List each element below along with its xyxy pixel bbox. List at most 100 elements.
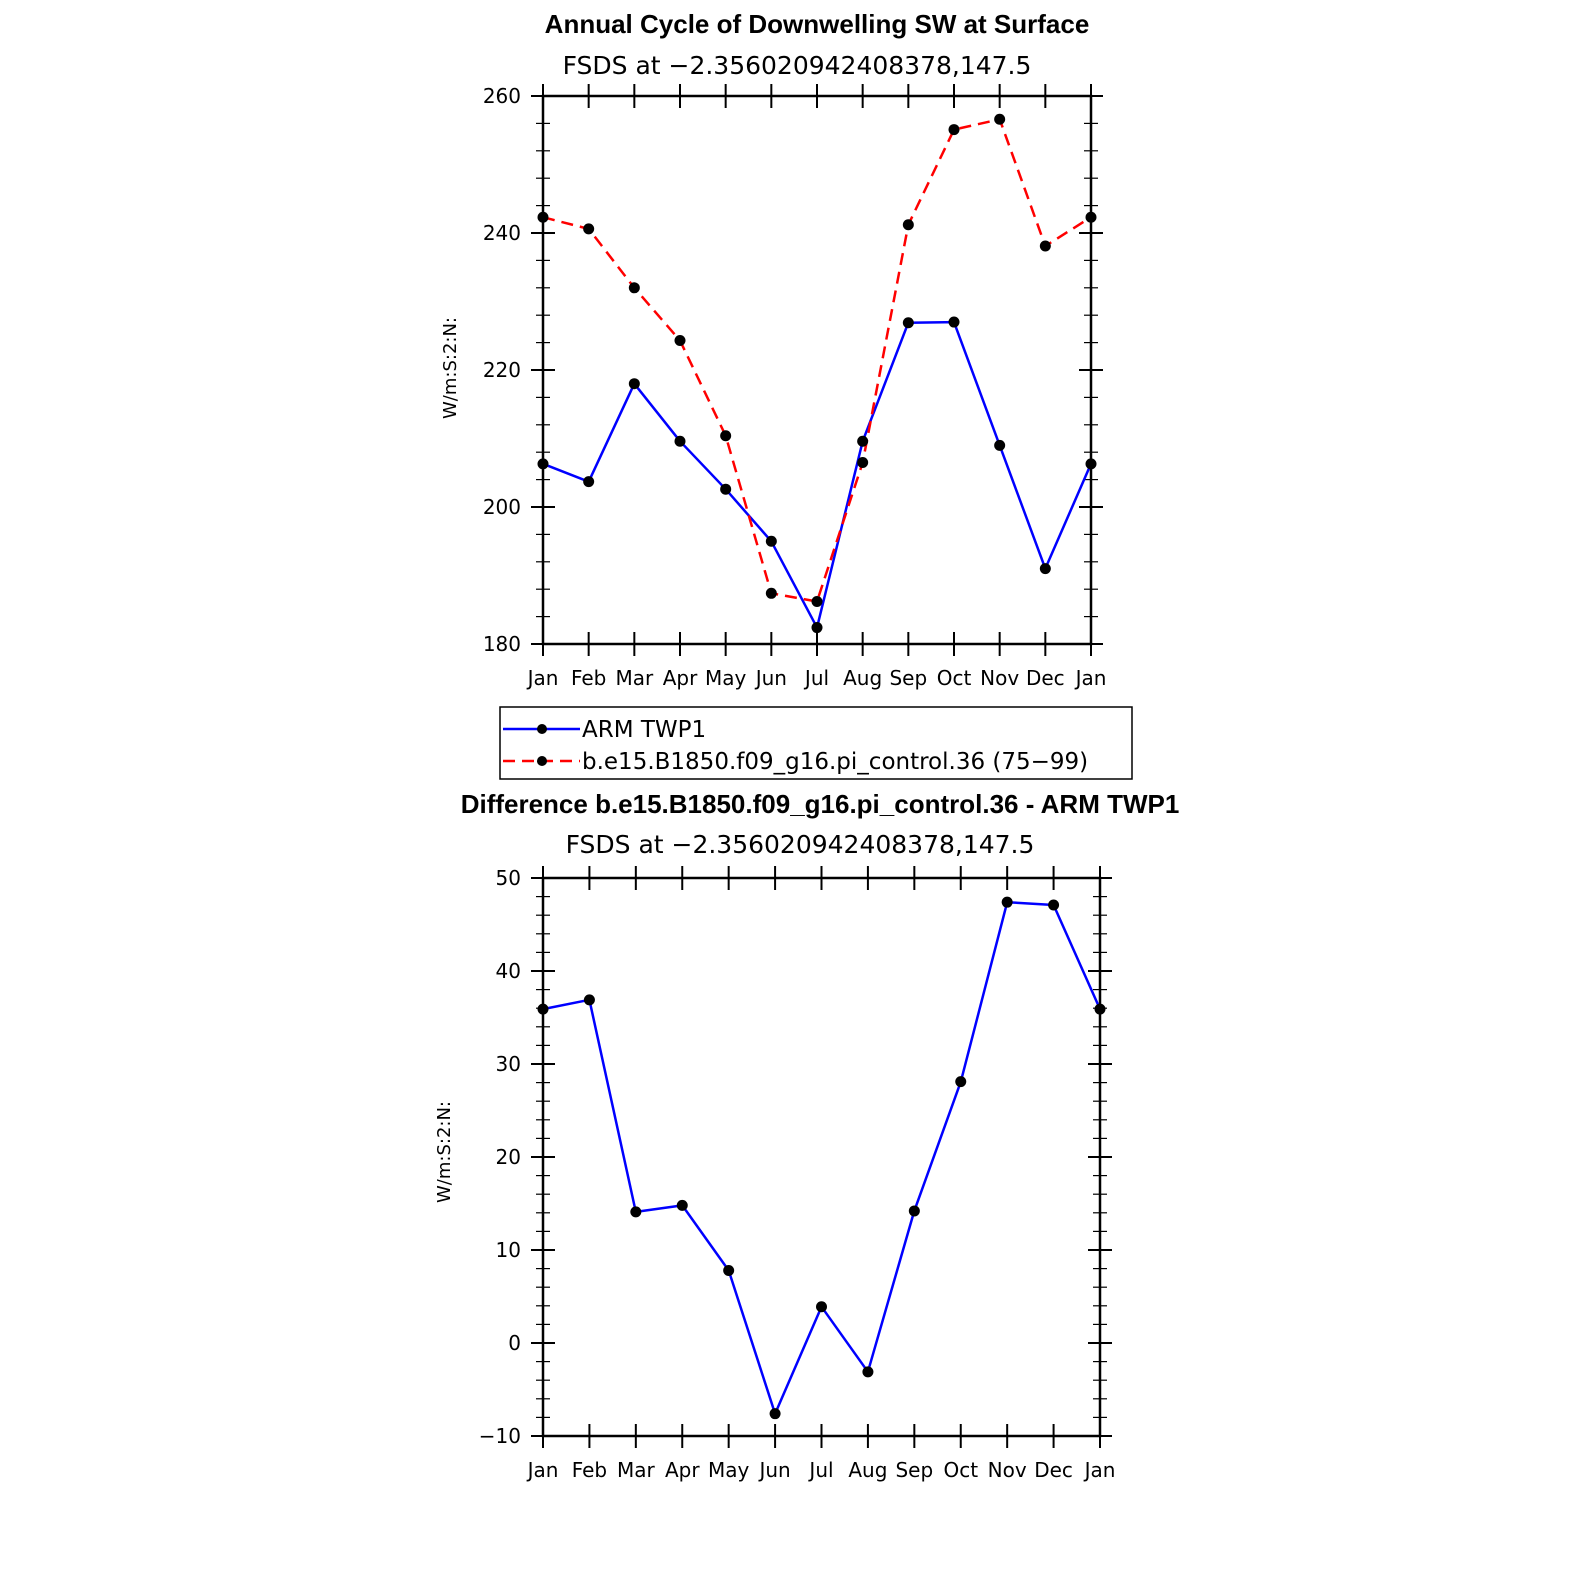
x-tick-label: Jun — [754, 666, 787, 690]
legend-box — [499, 706, 1133, 780]
data-point — [720, 483, 732, 495]
data-point — [948, 316, 960, 328]
y-tick-label: 50 — [496, 866, 521, 890]
data-point — [862, 1366, 874, 1378]
chart-subtitle: FSDS at −2.356020942408378,147.5 — [566, 830, 1035, 859]
x-tick-label: Mar — [615, 666, 654, 690]
y-tick-label: 260 — [483, 84, 521, 108]
x-tick-label: Apr — [663, 666, 698, 690]
data-point — [816, 1301, 827, 1313]
x-tick-label: Sep — [889, 666, 927, 690]
data-point — [955, 1076, 967, 1088]
x-tick-label: Feb — [571, 666, 606, 690]
data-point — [902, 219, 914, 231]
data-point — [1048, 899, 1060, 911]
x-tick-label: Jan — [1083, 1458, 1116, 1482]
data-point — [902, 317, 914, 329]
x-tick-label: Aug — [843, 666, 882, 690]
x-tick-label: Feb — [572, 1458, 607, 1482]
plot-frame — [541, 876, 1102, 1438]
y-axis-label: W/m:S:2:N: — [440, 317, 461, 419]
data-point — [769, 1408, 781, 1420]
x-tick-label: Dec — [1034, 1458, 1073, 1482]
series-line — [542, 900, 1102, 1415]
y-axis-label: W/m:S:2:N: — [434, 1101, 455, 1203]
data-point — [630, 1206, 642, 1218]
data-point — [1001, 896, 1013, 908]
x-tick-label: Apr — [665, 1458, 700, 1482]
data-point — [537, 1003, 549, 1015]
difference-panel: Difference b.e15.B1850.f09_g16.pi_contro… — [434, 789, 1179, 1482]
y-tick-label: 200 — [483, 495, 521, 519]
x-tick-label: Aug — [848, 1458, 887, 1482]
x-tick-label: Sep — [895, 1458, 933, 1482]
y-tick-label: 20 — [496, 1145, 521, 1169]
data-point — [723, 1264, 735, 1276]
y-tick-label: 40 — [496, 959, 521, 983]
series-line — [542, 320, 1093, 629]
legend-marker — [537, 756, 547, 766]
chart-subtitle: FSDS at −2.356020942408378,147.5 — [563, 51, 1032, 80]
data-point — [676, 1199, 688, 1211]
data-point — [857, 456, 869, 468]
data-point — [537, 458, 549, 470]
legend-label: b.e15.B1850.f09_g16.pi_control.36 (75−99… — [582, 749, 1088, 775]
data-point — [583, 223, 595, 235]
data-point — [674, 335, 686, 347]
y-tick-label: −10 — [479, 1424, 521, 1448]
y-tick-label: 220 — [483, 358, 521, 382]
data-point — [1039, 240, 1051, 252]
data-point — [811, 596, 823, 608]
legend-marker — [537, 724, 547, 734]
x-tick-label: Jan — [526, 666, 559, 690]
x-tick-label: Jun — [757, 1458, 790, 1482]
legend-entry-model: b.e15.B1850.f09_g16.pi_control.36 (75−99… — [503, 749, 1088, 775]
data-point — [908, 1205, 920, 1217]
data-point — [857, 435, 869, 447]
data-point — [583, 476, 595, 488]
x-tick-label: Jul — [807, 1458, 833, 1482]
legend-entry-arm-twp1: ARM TWP1 — [503, 717, 706, 743]
y-tick-label: 0 — [508, 1331, 521, 1355]
plot-frame — [541, 94, 1093, 646]
data-point — [1039, 563, 1051, 575]
data-point — [674, 435, 686, 447]
data-point — [1085, 211, 1097, 223]
x-tick-label: May — [708, 1458, 750, 1482]
y-tick-label: 180 — [483, 632, 521, 656]
data-point — [994, 113, 1006, 125]
data-point — [811, 622, 823, 634]
x-tick-label: Dec — [1026, 666, 1065, 690]
chart-title: Annual Cycle of Downwelling SW at Surfac… — [545, 9, 1090, 39]
data-point — [948, 124, 960, 136]
x-tick-label: May — [705, 666, 747, 690]
data-point — [1085, 458, 1097, 470]
x-tick-label: Jan — [526, 1458, 559, 1482]
legend-label: ARM TWP1 — [582, 717, 706, 743]
series-line — [542, 118, 1092, 603]
data-point — [628, 378, 640, 390]
x-tick-label: Nov — [988, 1458, 1027, 1482]
data-point — [583, 994, 595, 1006]
x-tick-label: Oct — [943, 1458, 978, 1482]
y-tick-label: 10 — [496, 1238, 521, 1262]
data-point — [765, 535, 777, 547]
x-tick-label: Jan — [1074, 666, 1107, 690]
chart-title: Difference b.e15.B1850.f09_g16.pi_contro… — [461, 789, 1180, 819]
x-tick-label: Nov — [980, 666, 1019, 690]
x-tick-label: Jul — [803, 666, 829, 690]
data-point — [1094, 1003, 1106, 1015]
data-point — [720, 430, 732, 442]
data-point — [628, 282, 640, 294]
y-tick-label: 30 — [496, 1052, 521, 1076]
x-tick-label: Oct — [937, 666, 972, 690]
annual-cycle-panel: Annual Cycle of Downwelling SW at Surfac… — [440, 9, 1106, 690]
data-point — [765, 587, 777, 599]
data-point — [994, 439, 1006, 451]
legend: ARM TWP1 b.e15.B1850.f09_g16.pi_control.… — [499, 706, 1133, 780]
x-tick-label: Mar — [617, 1458, 656, 1482]
y-tick-label: 240 — [483, 221, 521, 245]
data-point — [537, 211, 549, 223]
